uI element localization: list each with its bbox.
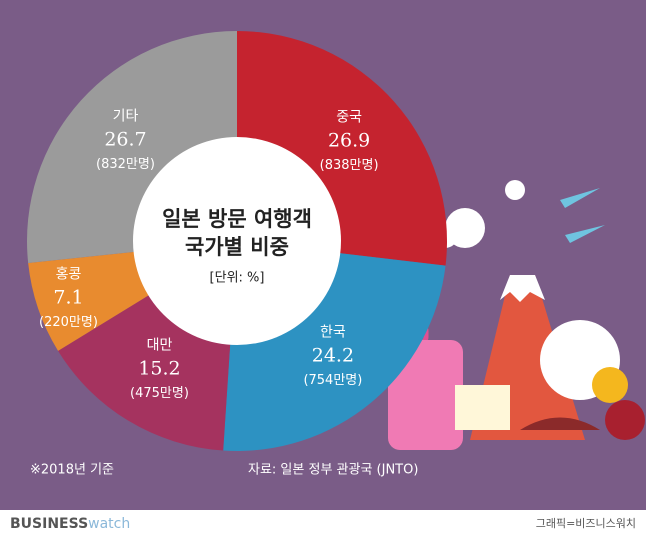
chart-subtitle: [단위: %]	[210, 271, 265, 286]
value-label: 15.2	[138, 357, 180, 379]
chart-title: 국가별 비중	[185, 235, 289, 259]
count-label: (220만명)	[39, 315, 98, 330]
chart-title: 일본 방문 여행객	[162, 207, 312, 231]
value-label: 7.1	[53, 286, 83, 308]
count-label: (475만명)	[130, 386, 189, 401]
source: 자료: 일본 정부 관광국 (JNTO)	[248, 463, 418, 478]
slice-label: 홍콩	[56, 266, 82, 282]
value-label: 26.7	[104, 129, 146, 151]
slice-label: 대만	[147, 337, 173, 353]
count-label: (838만명)	[320, 158, 379, 173]
brand-part: BUSINESS	[10, 516, 88, 532]
note: ※2018년 기준	[30, 463, 114, 478]
brand: BUSINESSwatch	[10, 516, 130, 532]
illustration	[388, 180, 645, 450]
donut-hole	[133, 137, 341, 345]
value-label: 24.2	[312, 344, 354, 366]
slice-label: 중국	[336, 109, 362, 125]
credit: 그래픽=비즈니스워치	[536, 517, 636, 530]
slice-label: 기타	[113, 109, 139, 125]
count-label: (832만명)	[96, 157, 155, 172]
slice-label: 한국	[320, 324, 346, 340]
value-label: 26.9	[328, 129, 370, 151]
brand-part: watch	[88, 516, 130, 532]
footer-bar	[0, 510, 646, 537]
count-label: (754만명)	[303, 373, 362, 388]
